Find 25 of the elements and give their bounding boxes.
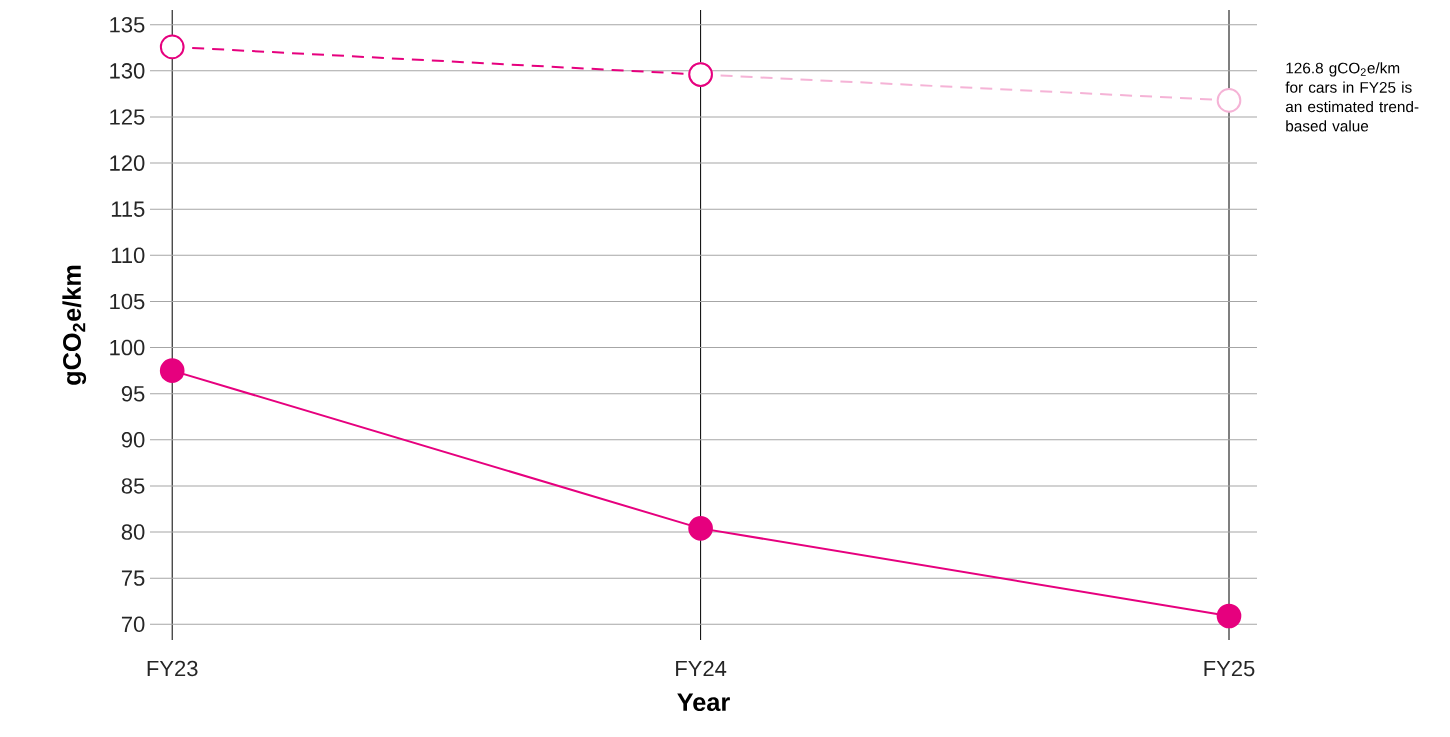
y-tick-label: 90 <box>121 432 145 448</box>
y-tick-label: 110 <box>111 247 145 264</box>
x-tick-label: FY25 <box>1204 660 1255 677</box>
y-tick-label: 125 <box>110 109 145 125</box>
y-tick-label: 75 <box>121 570 145 586</box>
point <box>688 516 713 541</box>
y-tick-label: 135 <box>110 16 145 33</box>
y-tick-label: 105 <box>110 293 145 310</box>
y-tick-label: 130 <box>110 63 145 79</box>
x-tick-label: FY23 <box>147 660 198 677</box>
point <box>159 358 185 383</box>
x-axis-title: Year <box>677 693 730 712</box>
point <box>159 34 185 60</box>
y-tick-label: 115 <box>111 201 145 217</box>
y-tick-label: 85 <box>121 478 145 494</box>
point <box>1216 603 1242 629</box>
y-tick-label: 100 <box>110 339 145 356</box>
y-tick-label: 70 <box>121 616 145 633</box>
y-tick-label: 80 <box>121 524 145 540</box>
x-tick-label: FY24 <box>676 660 727 677</box>
point <box>1216 88 1242 113</box>
text: 126.8 gCO$_{2}$e/km for cars in FY25 is an estimated trend-based value <box>1285 62 1419 132</box>
y-tick-label: 95 <box>121 385 145 402</box>
y-axis-title: gCO$_{2}$e/km <box>62 265 87 385</box>
y-tick-label: 120 <box>110 155 145 171</box>
